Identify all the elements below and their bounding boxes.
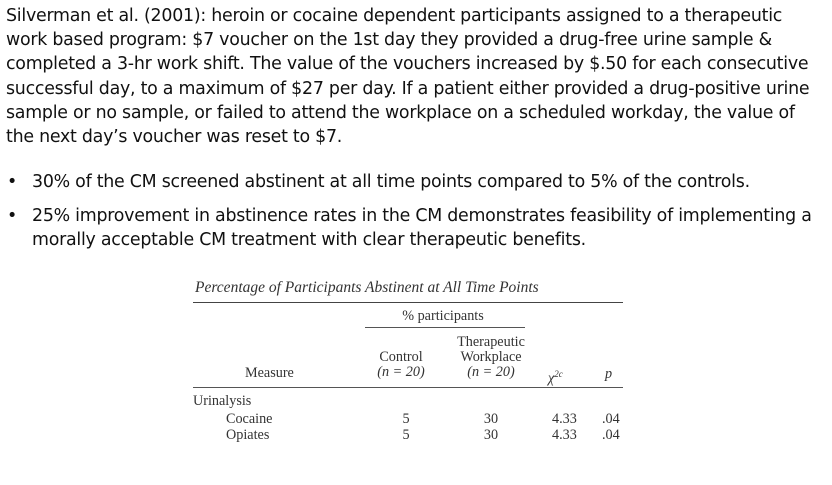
header-chi-symbol: χ [548,370,555,387]
abstinence-table: Percentage of Participants Abstinent at … [193,278,623,458]
header-control-n: (n = 20) [377,364,425,380]
header-measure: Measure [245,365,294,381]
header-therapeutic-line2: Workplace [460,349,522,365]
bullet-marker: • [7,206,18,227]
row-cocaine-chi: 4.33 [552,411,577,427]
header-therapeutic-line3: (n = 20) [441,365,541,380]
header-chi-square: χ2c [548,367,563,387]
row-opiates-therapeutic: 30 [483,427,499,443]
bullet-text: 25% improvement in abstinence rates in t… [32,206,812,251]
bullet-marker: • [7,172,18,192]
section-label: Urinalysis [193,393,252,409]
row-opiates-measure: Opiates [226,427,270,443]
header-therapeutic-n: (n = 20) [467,364,515,380]
header-therapeutic-line1: Therapeutic [457,334,525,350]
bullet-list: • 30% of the CM screened abstinent at al… [6,170,826,263]
group-header: % participants [402,308,484,324]
header-p: p [605,366,613,382]
header-chi-superscript: 2c [554,369,563,379]
bullet-item: • 25% improvement in abstinence rates in… [6,204,826,252]
header-bottom-rule [193,387,623,388]
intro-paragraph: Silverman et al. (2001): heroin or cocai… [6,6,810,148]
bullet-item: • 30% of the CM screened abstinent at al… [6,170,826,194]
bullet-text: 30% of the CM screened abstinent at all … [32,172,750,192]
header-control-line1: Control [379,349,423,365]
row-cocaine-therapeutic: 30 [483,411,499,427]
group-header-rule [365,327,525,328]
header-control-line2: (n = 20) [361,365,441,380]
row-cocaine-p: .04 [602,411,620,427]
row-cocaine-measure: Cocaine [226,411,273,427]
row-opiates-p: .04 [602,427,620,443]
row-opiates-chi: 4.33 [552,427,577,443]
table-caption: Percentage of Participants Abstinent at … [195,279,539,296]
table-top-rule [193,302,623,303]
row-opiates-control: 5 [402,427,410,443]
row-cocaine-control: 5 [402,411,410,427]
